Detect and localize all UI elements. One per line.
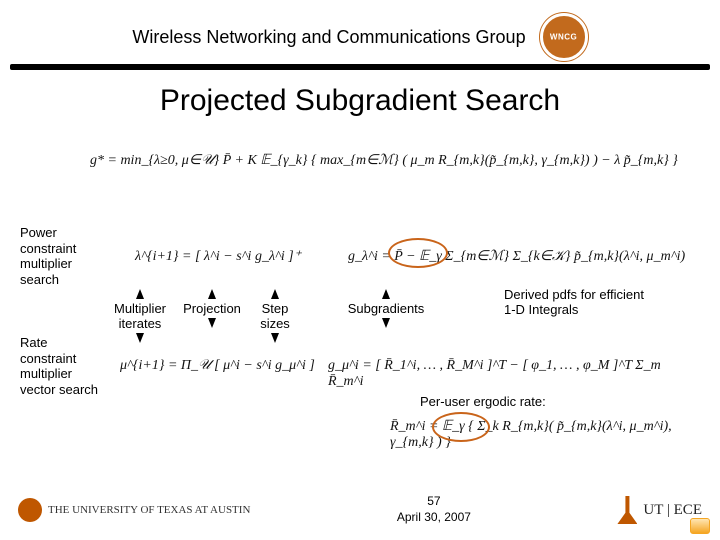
arrow-up-icon: [382, 289, 390, 299]
label-derived-pdfs: Derived pdfs for efficient 1-D Integrals: [504, 287, 644, 317]
arrow-up-icon: [136, 289, 144, 299]
ut-austin-text: THE UNIVERSITY OF TEXAS AT AUSTIN: [48, 504, 250, 516]
label-power-search: Power constraint multiplier search: [20, 225, 105, 287]
ut-tower-icon: [617, 496, 637, 524]
label-rate-search: Rate constraint multiplier vector search: [20, 335, 105, 397]
ut-ece-text: UT | ECE: [643, 502, 702, 519]
header-divider: [10, 64, 710, 70]
equation-main: g* = min_{λ≥0, μ∈𝒰} P̄ + K 𝔼_{γ_k} { max…: [90, 152, 690, 169]
label-projection: Projection: [183, 301, 241, 316]
equation-g-mu: g_μ^i = [ R̄_1^i, … , R̄_M^i ]^T − [ φ_1…: [328, 358, 698, 390]
equation-mu-update: μ^{i+1} = Π_𝒰 [ μ^i − s^i g_μ^i ]: [120, 358, 315, 374]
ut-seal-icon: [18, 498, 42, 522]
footer: THE UNIVERSITY OF TEXAS AT AUSTIN 57 Apr…: [0, 488, 720, 532]
slide-number: 57: [397, 494, 471, 510]
arrow-down-icon: [136, 333, 144, 343]
slide-title: Projected Subgradient Search: [0, 84, 720, 118]
arrow-down-icon: [271, 333, 279, 343]
arrow-up-icon: [208, 289, 216, 299]
header-group-name: Wireless Networking and Communications G…: [132, 27, 525, 48]
return-icon[interactable]: [690, 518, 710, 534]
slide-date: April 30, 2007: [397, 510, 471, 526]
arrow-down-icon: [208, 318, 216, 328]
ellipse-highlight-bottom: [432, 412, 490, 442]
equation-lambda-update: λ^{i+1} = [ λ^i − s^i g_λ^i ]⁺: [135, 248, 301, 265]
slide-metadata: 57 April 30, 2007: [397, 494, 471, 525]
arrow-up-icon: [271, 289, 279, 299]
label-per-user-rate: Per-user ergodic rate:: [420, 394, 546, 409]
ellipse-highlight-top: [388, 238, 448, 268]
header: Wireless Networking and Communications G…: [0, 10, 720, 64]
label-step-sizes: Step sizes: [260, 301, 290, 331]
label-multiplier-iterates: Multiplier iterates: [114, 301, 166, 331]
ut-austin-logo: THE UNIVERSITY OF TEXAS AT AUSTIN: [18, 498, 250, 522]
label-subgradients: Subgradients: [348, 301, 425, 316]
wncg-logo-icon: [540, 13, 588, 61]
arrow-down-icon: [382, 318, 390, 328]
mid-label-row: Multiplier iterates Projection Step size…: [110, 287, 654, 345]
